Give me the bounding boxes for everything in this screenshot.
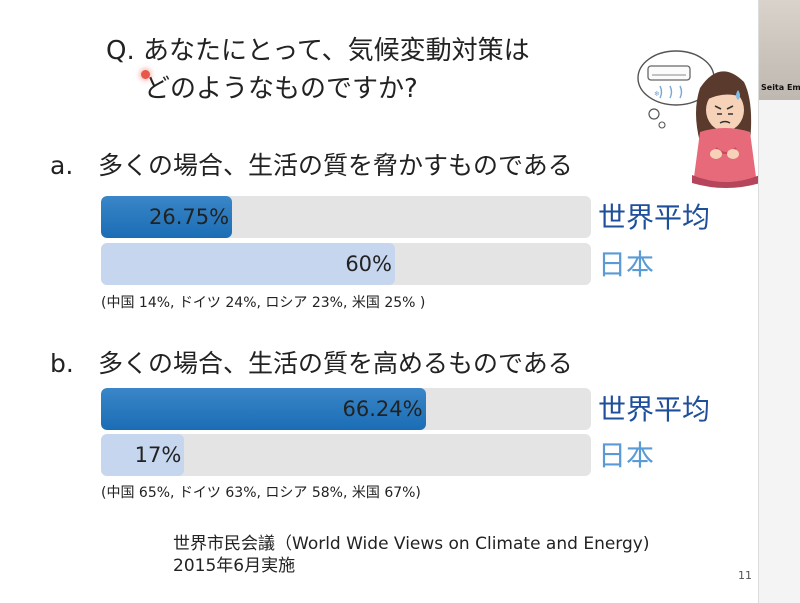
worried-woman-illustration: ❄ [637, 50, 758, 188]
section-a-japan-label: 日本 [598, 248, 655, 281]
section-b-world-value: 66.24% [342, 397, 423, 421]
svg-text:❄: ❄ [654, 90, 660, 98]
thought-bubble-icon: ❄ [637, 50, 715, 129]
source-line-2: 2015年6月実施 [173, 556, 296, 576]
section-b-letter: b. [50, 349, 74, 378]
section-a-country-note: (中国 14%, ドイツ 24%, ロシア 23%, 米国 25% ) [101, 295, 426, 311]
section-b-title: 多くの場合、生活の質を高めるものである [98, 349, 573, 378]
source-line-1: 世界市民会議（World Wide Views on Climate and E… [173, 534, 650, 554]
section-b-japan-label: 日本 [598, 439, 655, 472]
section-a-japan-bar: 60% [101, 243, 395, 285]
presentation-slide: Q. あなたにとって、気候変動対策は どのようなものですか? ❄ [50, 33, 758, 582]
section-b-japan-bar-track: 17% [101, 434, 591, 476]
section-b-country-note: (中国 65%, ドイツ 63%, ロシア 58%, 米国 67%) [101, 485, 421, 501]
section-a-heading: a. 多くの場合、生活の質を脅かすものである [50, 146, 573, 182]
section-a-japan-bar-track: 60% [101, 243, 591, 285]
section-a-world-bar: 26.75% [101, 196, 233, 238]
participant-video-tile[interactable]: Seita Emo [759, 0, 800, 100]
section-b-world-label: 世界平均 [598, 393, 711, 426]
question-line-1: Q. あなたにとって、気候変動対策は [106, 36, 530, 66]
participant-panel: Seita Emo [758, 0, 800, 603]
section-b-world-bar: 66.24% [101, 388, 426, 430]
source-citation: 世界市民会議（World Wide Views on Climate and E… [173, 533, 649, 577]
participant-name: Seita Emo [761, 83, 800, 92]
section-b-japan-bar: 17% [101, 434, 185, 476]
laser-pointer-icon [141, 70, 150, 79]
section-a-japan-value: 60% [345, 252, 392, 276]
section-b-japan-value: 17% [134, 443, 182, 467]
question-title: Q. あなたにとって、気候変動対策は どのようなものですか? [106, 33, 530, 104]
section-a-world-value: 26.75% [148, 205, 230, 229]
section-a-world-label: 世界平均 [598, 201, 711, 234]
section-b-heading: b. 多くの場合、生活の質を高めるものである [50, 344, 573, 380]
section-a-world-bar-track: 26.75% [101, 196, 591, 238]
section-a-title: 多くの場合、生活の質を脅かすものである [98, 151, 573, 180]
question-line-2: どのようなものですか? [144, 74, 418, 104]
section-a-letter: a. [50, 151, 74, 180]
woman-figure-icon [692, 71, 758, 188]
page-number: 11 [738, 569, 752, 582]
section-b-world-bar-track: 66.24% [101, 388, 591, 430]
